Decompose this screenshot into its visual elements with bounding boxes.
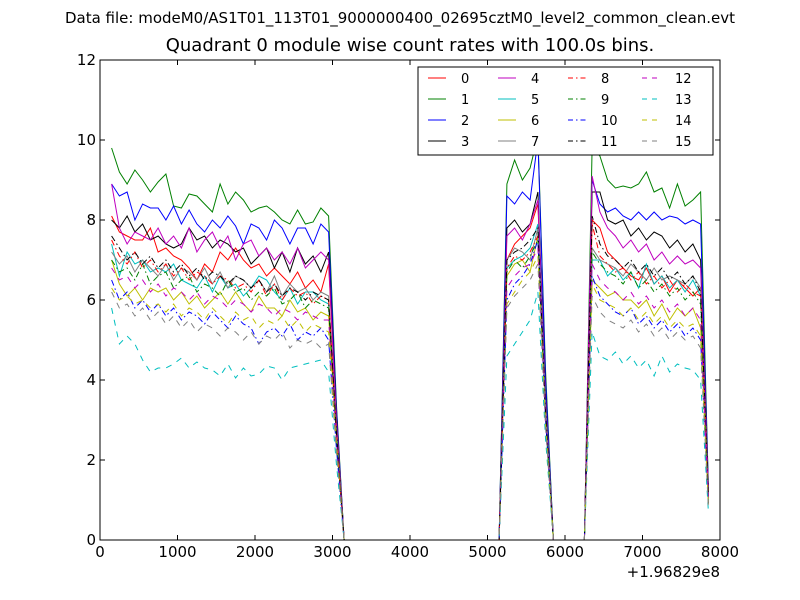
legend-label-10: 10 — [601, 114, 618, 129]
series-line-13 — [111, 291, 709, 541]
legend-label-14: 14 — [675, 114, 692, 129]
legend-label-1: 1 — [461, 93, 469, 108]
y-tick-label: 8 — [86, 211, 96, 229]
x-tick-label: 1000 — [158, 543, 196, 561]
legend-label-11: 11 — [601, 135, 618, 150]
x-tick-label: 8000 — [701, 543, 739, 561]
series-line-0 — [111, 203, 709, 541]
legend-label-9: 9 — [601, 93, 609, 108]
legend-label-2: 2 — [461, 114, 469, 129]
legend-label-15: 15 — [675, 135, 692, 150]
legend-label-8: 8 — [601, 72, 609, 87]
x-tick-label: 7000 — [623, 543, 661, 561]
legend-label-6: 6 — [531, 114, 539, 129]
legend-label-7: 7 — [531, 135, 539, 150]
series-line-3 — [111, 191, 709, 541]
legend-label-13: 13 — [675, 93, 692, 108]
series-line-9 — [111, 239, 709, 541]
series-line-15 — [111, 263, 709, 541]
series-line-11 — [111, 215, 709, 541]
x-axis-offset-label: +1.96829e8 — [627, 563, 720, 581]
legend-label-3: 3 — [461, 135, 469, 150]
x-tick-label: 4000 — [391, 543, 429, 561]
axis-ticks — [99, 59, 721, 541]
y-tick-label: 2 — [86, 451, 96, 469]
figure-suptitle: Data file: modeM0/AS1T01_113T01_90000004… — [64, 9, 736, 27]
legend-label-12: 12 — [675, 72, 692, 87]
series-line-12 — [111, 247, 709, 541]
x-tick-label: 2000 — [236, 543, 274, 561]
y-axis-tick-labels: 0 2 4 6 8 10 12 — [77, 51, 96, 549]
x-tick-label: 3000 — [313, 543, 351, 561]
series-line-14 — [111, 255, 709, 541]
x-tick-label: 6000 — [546, 543, 584, 561]
series-line-4 — [111, 175, 709, 541]
x-tick-label: 5000 — [468, 543, 506, 561]
plot-title: Quadrant 0 module wise count rates with … — [165, 35, 655, 56]
series-line-1 — [111, 135, 709, 541]
legend-label-4: 4 — [531, 72, 539, 87]
legend-frame — [417, 66, 714, 156]
series-line-10 — [111, 239, 709, 541]
y-tick-label: 6 — [86, 291, 96, 309]
x-axis-tick-labels: 0 1000 2000 3000 4000 5000 6000 7000 8000 — [95, 543, 739, 561]
x-tick-label: 0 — [95, 543, 105, 561]
y-tick-label: 10 — [77, 131, 96, 149]
legend-label-5: 5 — [531, 93, 539, 108]
y-tick-label: 4 — [86, 371, 96, 389]
y-tick-label: 12 — [77, 51, 96, 69]
y-tick-label: 0 — [86, 531, 96, 549]
series-layer — [111, 135, 709, 541]
legend-label-0: 0 — [461, 72, 469, 87]
